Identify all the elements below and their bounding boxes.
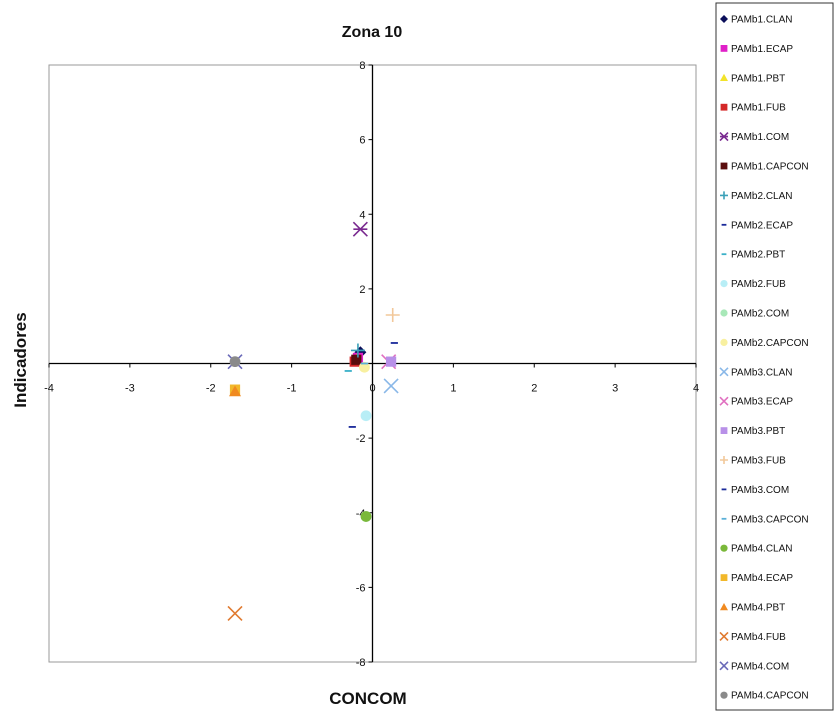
point-pamb2-capcon: [359, 361, 370, 373]
legend-entry: PAMb2.CAPCON: [731, 338, 809, 349]
y-axis-label: Indicadores: [11, 312, 30, 407]
legend-marker-pamb4-clan: [720, 544, 728, 552]
legend-marker-pamb3-fub: [720, 456, 728, 464]
x-tick-label: -4: [44, 383, 54, 395]
y-tick-label: -8: [356, 657, 366, 669]
point-pamb4-pbt: [229, 385, 242, 397]
legend-entry: PAMb4.CLAN: [731, 544, 793, 555]
legend-marker-pamb3-ecap: [719, 396, 729, 406]
legend-entry: PAMb3.CLAN: [731, 367, 793, 378]
legend-marker-pamb4-com: [719, 661, 729, 671]
point-pamb4-clan: [360, 511, 372, 522]
legend-entry: PAMb2.FUB: [731, 279, 786, 290]
legend-entry: PAMb1.FUB: [731, 103, 786, 114]
chart-title: Zona 10: [342, 24, 403, 41]
y-tick-label: 2: [359, 284, 365, 296]
point-pamb3-fub: [385, 307, 400, 322]
legend-marker-pamb4-fub: [719, 631, 729, 641]
legend-entry: PAMb4.COM: [731, 661, 789, 672]
point-pamb4-fub: [227, 605, 243, 622]
data-points: [227, 221, 400, 622]
legend-entry: PAMb4.ECAP: [731, 573, 793, 584]
legend-entry: PAMb2.COM: [731, 309, 789, 320]
legend-entry: PAMb1.ECAP: [731, 44, 793, 55]
legend-box: [715, 2, 834, 711]
legend-entry: PAMb1.CLAN: [731, 15, 793, 26]
legend-marker-pamb1-capcon: [720, 162, 728, 170]
legend-entry: PAMb1.CAPCON: [731, 162, 809, 173]
legend-entry: PAMb4.PBT: [731, 603, 785, 614]
legend-marker-pamb1-pbt: [720, 73, 728, 81]
legend-entry: PAMb3.PBT: [731, 426, 785, 437]
x-tick-label: 1: [450, 383, 456, 395]
point-pamb2-clan: [350, 343, 365, 358]
legend-entry: PAMb2.PBT: [731, 250, 785, 261]
legend-marker-pamb4-capcon: [720, 691, 728, 699]
legend-marker-pamb1-ecap: [720, 45, 728, 52]
legend-marker-pamb3-pbt: [720, 427, 728, 434]
point-pamb3-pbt: [386, 356, 397, 367]
x-tick-label: 3: [612, 383, 618, 395]
y-tick-label: 4: [359, 209, 365, 221]
point-pamb1-capcon: [351, 354, 362, 365]
x-tick-labels: -4 -3 -2 -1 0 1 2 3 4: [44, 383, 699, 395]
legend-entry: PAMb3.CAPCON: [731, 514, 809, 525]
point-pamb2-fub: [360, 410, 372, 422]
y-tick-labels: -8 -6 -4 -2 2 4 6 8: [356, 60, 366, 669]
legend-entry: PAMb1.COM: [731, 132, 789, 143]
x-tick-label: 4: [693, 383, 699, 395]
point-pamb4-capcon: [229, 356, 241, 368]
y-tick-label: -2: [356, 433, 366, 445]
y-tick-label: 6: [359, 135, 365, 147]
legend-marker-pamb2-com: [720, 309, 728, 317]
x-tick-label: -1: [287, 383, 297, 395]
x-tick-label: 2: [531, 383, 537, 395]
legend-entry: PAMb2.ECAP: [731, 220, 793, 231]
legend-marker-pamb2-fub: [720, 280, 728, 288]
x-tick-label: -3: [125, 383, 135, 395]
x-tick-label: 0: [369, 383, 375, 395]
point-pamb1-com: [352, 221, 368, 237]
y-tick-label: -4: [356, 508, 366, 520]
legend-marker-pamb1-clan: [720, 15, 728, 23]
x-axis-label: CONCOM: [329, 689, 406, 708]
y-tick-label: 8: [359, 60, 365, 72]
legend-marker-pamb1-com: [719, 132, 729, 142]
legend-entry: PAMb1.PBT: [731, 73, 785, 84]
y-tick-label: -6: [356, 582, 366, 594]
legend-marker-pamb2-clan: [720, 191, 728, 200]
legend-marker-pamb4-pbt: [720, 603, 728, 611]
legend-entry: PAMb3.FUB: [731, 456, 786, 467]
legend-entry: PAMb2.CLAN: [731, 191, 793, 202]
legend-entry: PAMb4.FUB: [731, 632, 786, 643]
point-pamb3-clan: [383, 378, 399, 394]
legend-entry: PAMb3.COM: [731, 485, 789, 496]
x-tick-label: -2: [206, 383, 216, 395]
legend-entry: PAMb4.CAPCON: [731, 691, 809, 702]
legend-entry: PAMb3.ECAP: [731, 397, 793, 408]
axes: [48, 64, 697, 663]
legend-marker-pamb4-ecap: [720, 574, 728, 581]
legend-marker-pamb2-capcon: [720, 338, 728, 346]
legend-marker-pamb1-fub: [720, 103, 728, 111]
legend: PAMb1.CLAN PAMb1.ECAP PAMb1.PBT PAMb1.FUB PA…: [719, 15, 809, 702]
legend-marker-pamb3-clan: [719, 367, 729, 377]
